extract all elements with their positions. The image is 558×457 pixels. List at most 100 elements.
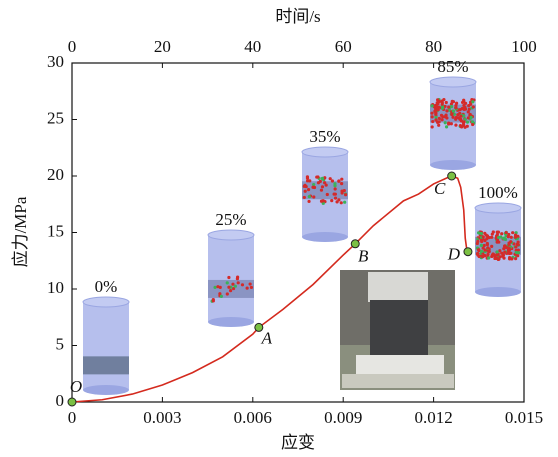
damage-dot bbox=[511, 231, 515, 235]
x-tick-label: 0.009 bbox=[324, 408, 362, 427]
cylinder-top bbox=[207, 229, 255, 241]
damage-dot bbox=[324, 183, 328, 187]
cylinder-body bbox=[83, 302, 129, 390]
x-tick-label: 0.015 bbox=[505, 408, 543, 427]
y-tick-label: 0 bbox=[56, 391, 65, 410]
damage-dot bbox=[434, 115, 438, 119]
damage-dot bbox=[491, 230, 495, 234]
x2-tick-label: 60 bbox=[335, 37, 352, 56]
damage-dot bbox=[504, 230, 508, 235]
damage-dot bbox=[495, 250, 499, 254]
damage-dot bbox=[466, 116, 471, 120]
damage-dot bbox=[323, 181, 327, 185]
damage-dot bbox=[485, 241, 489, 246]
damage-dot bbox=[500, 232, 504, 236]
specimen-cylinder bbox=[301, 146, 349, 242]
damage-dot bbox=[440, 118, 444, 122]
x-tick-label: 0.012 bbox=[414, 408, 452, 427]
damage-dot bbox=[328, 177, 332, 181]
damage-dot bbox=[443, 121, 447, 125]
damage-dot bbox=[213, 285, 217, 289]
damage-dot bbox=[495, 230, 499, 234]
damage-dot bbox=[225, 292, 229, 296]
damage-dot bbox=[340, 182, 344, 186]
damage-dot bbox=[319, 199, 324, 203]
damage-dot bbox=[465, 124, 469, 128]
damage-dot bbox=[311, 185, 315, 189]
damage-dot bbox=[437, 123, 441, 127]
damage-dot bbox=[452, 112, 456, 116]
damage-dot bbox=[312, 182, 316, 187]
damage-dot bbox=[462, 107, 466, 111]
cylinder-bottom bbox=[430, 160, 476, 170]
damage-dot bbox=[337, 179, 341, 183]
specimen-cylinder bbox=[207, 229, 255, 327]
damage-dot bbox=[248, 282, 252, 286]
damage-dot bbox=[443, 104, 447, 108]
damage-dot bbox=[302, 195, 306, 200]
damage-dot bbox=[471, 105, 475, 109]
damage-dot bbox=[480, 249, 484, 253]
damage-dot bbox=[245, 286, 249, 290]
damage-dot bbox=[487, 256, 491, 260]
damage-dot bbox=[480, 239, 484, 244]
damage-dot bbox=[502, 247, 506, 251]
damage-dot bbox=[458, 123, 463, 128]
damage-dot bbox=[486, 246, 490, 250]
cylinder-band bbox=[83, 356, 129, 375]
damage-dot bbox=[303, 189, 307, 193]
damage-dot bbox=[463, 101, 468, 105]
damage-dot bbox=[490, 253, 494, 257]
damage-dot bbox=[333, 187, 337, 191]
damage-dot bbox=[227, 285, 231, 289]
damage-dot bbox=[316, 175, 320, 179]
specimen-cylinder bbox=[429, 76, 477, 170]
key-point bbox=[447, 171, 457, 181]
damage-dot bbox=[514, 257, 518, 261]
damage-dot bbox=[304, 184, 308, 189]
damage-dot bbox=[461, 123, 466, 127]
damage-dot bbox=[344, 193, 348, 197]
cylinder-top bbox=[429, 76, 477, 88]
damage-dot bbox=[447, 108, 451, 112]
damage-dot bbox=[454, 115, 458, 120]
damage-dot bbox=[319, 188, 324, 192]
damage-dot bbox=[332, 192, 336, 196]
damage-dot bbox=[436, 120, 440, 125]
damage-dot bbox=[483, 248, 487, 252]
damage-dot bbox=[465, 120, 470, 124]
damage-dot bbox=[462, 98, 466, 102]
damage-dot bbox=[462, 120, 466, 124]
damage-dot bbox=[320, 176, 325, 180]
damage-dot bbox=[500, 251, 504, 255]
damage-dot bbox=[445, 116, 449, 120]
y-tick-label: 30 bbox=[47, 52, 64, 71]
x-axis-label: 应变 bbox=[281, 433, 315, 452]
damage-dot bbox=[316, 181, 321, 185]
damage-dot bbox=[437, 116, 441, 121]
damage-dot bbox=[436, 106, 440, 110]
damage-dot bbox=[476, 248, 481, 252]
damage-dot bbox=[481, 254, 486, 258]
damage-dot bbox=[339, 201, 343, 205]
damage-dot bbox=[340, 177, 344, 181]
point-label: D bbox=[447, 245, 461, 264]
damage-dot bbox=[471, 100, 475, 104]
damage-dot bbox=[469, 115, 473, 119]
key-point bbox=[463, 247, 473, 257]
damage-dot bbox=[466, 110, 470, 114]
specimen-cylinder bbox=[474, 202, 522, 297]
damage-dot bbox=[343, 200, 347, 204]
x2-tick-label: 100 bbox=[511, 37, 537, 56]
damage-dot bbox=[454, 123, 458, 127]
stage-label: 100% bbox=[478, 183, 518, 202]
damage-dot bbox=[219, 294, 223, 299]
damage-dot bbox=[478, 231, 483, 236]
damage-dot bbox=[516, 254, 520, 258]
damage-dot bbox=[236, 281, 240, 285]
x2-tick-label: 20 bbox=[154, 37, 171, 56]
damage-dot bbox=[490, 244, 494, 249]
damage-dot bbox=[445, 109, 449, 113]
damage-dot bbox=[307, 195, 311, 199]
